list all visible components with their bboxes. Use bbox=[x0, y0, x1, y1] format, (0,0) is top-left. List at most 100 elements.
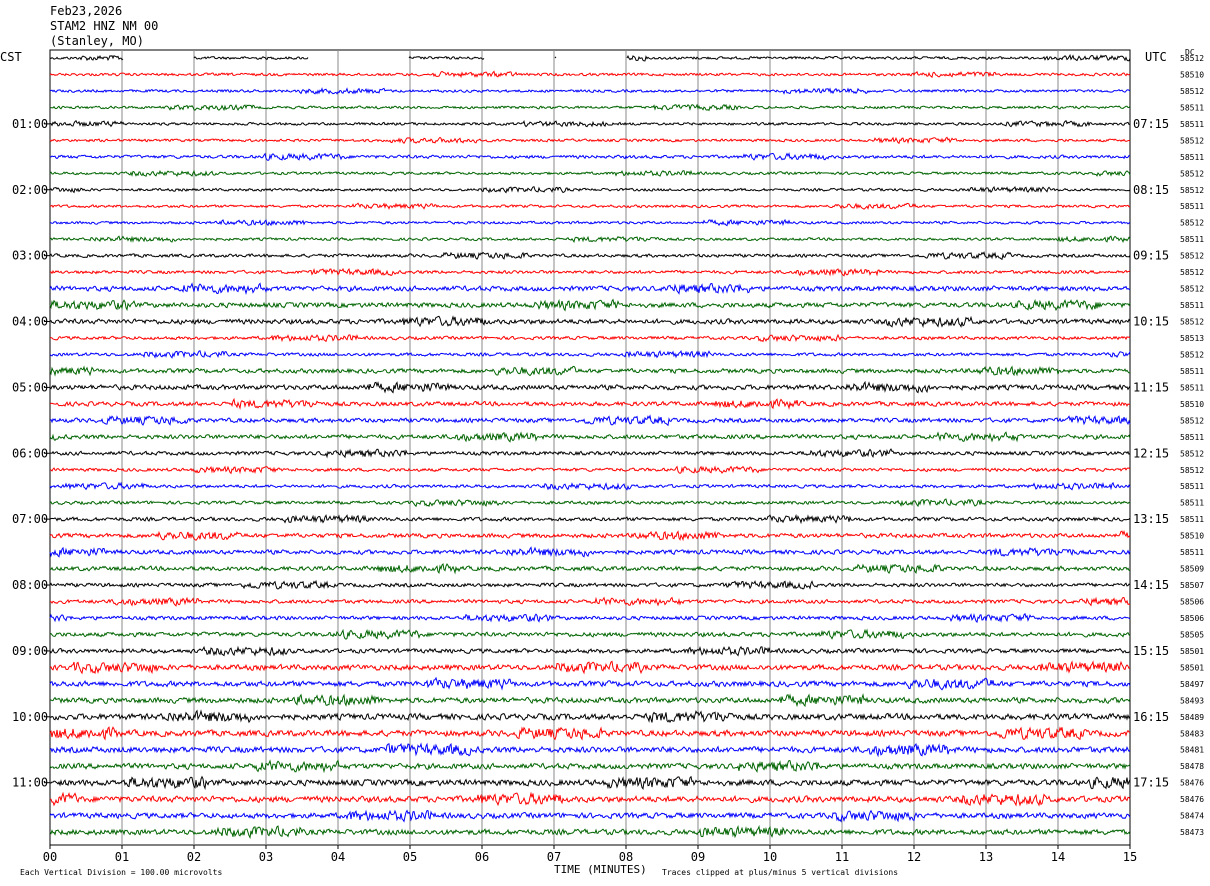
dc-offset-label: 58506 bbox=[1180, 598, 1204, 607]
x-tick-label: 03 bbox=[259, 850, 273, 864]
dc-offset-label: 58511 bbox=[1180, 301, 1204, 310]
dc-offset-label: 58512 bbox=[1180, 87, 1204, 96]
dc-offset-label: 58489 bbox=[1180, 713, 1204, 722]
dc-offset-label: 58507 bbox=[1180, 581, 1204, 590]
trace-line bbox=[49, 350, 1131, 359]
x-tick-label: 01 bbox=[115, 850, 129, 864]
left-time-label: 01:00 bbox=[12, 117, 48, 131]
trace-line bbox=[49, 397, 1131, 410]
trace-line bbox=[49, 824, 1131, 840]
dc-offset-label: 58501 bbox=[1180, 663, 1204, 672]
trace-line bbox=[49, 498, 1131, 508]
dc-offset-label: 58512 bbox=[1180, 350, 1204, 359]
scale-note: Each Vertical Division = 100.00 microvol… bbox=[20, 868, 223, 877]
trace-line bbox=[49, 529, 1131, 542]
trace-line bbox=[49, 103, 1131, 112]
trace-line bbox=[49, 87, 1131, 95]
dc-offset-label: 58501 bbox=[1180, 647, 1204, 656]
trace-line bbox=[49, 513, 1131, 525]
trace-line bbox=[49, 676, 1131, 691]
x-tick-label: 02 bbox=[187, 850, 201, 864]
x-axis-title: TIME (MINUTES) bbox=[554, 863, 647, 876]
dc-offset-label: 58483 bbox=[1180, 729, 1204, 738]
x-tick-label: 04 bbox=[331, 850, 345, 864]
trace-line bbox=[49, 775, 1131, 791]
trace-line bbox=[49, 481, 1131, 491]
trace-line bbox=[49, 546, 1131, 558]
dc-offset-label: 58511 bbox=[1180, 499, 1204, 508]
dc-offset-label: 58505 bbox=[1180, 630, 1204, 639]
header-location: (Stanley, MO) bbox=[50, 34, 144, 48]
trace-line bbox=[49, 791, 1131, 807]
trace-line bbox=[49, 660, 1131, 675]
trace-line bbox=[49, 169, 1131, 177]
right-time-label: 11:15 bbox=[1133, 380, 1169, 394]
left-time-label: 11:00 bbox=[12, 776, 48, 790]
dc-offset-label: 58478 bbox=[1180, 762, 1204, 771]
dc-offset-label: 58512 bbox=[1180, 285, 1204, 294]
trace-line bbox=[49, 645, 1131, 657]
x-tick-label: 00 bbox=[43, 850, 57, 864]
dc-offset-label: 58476 bbox=[1180, 779, 1204, 788]
dc-offset-label: 58512 bbox=[1180, 416, 1204, 425]
dc-offset-label: 58481 bbox=[1180, 746, 1204, 755]
dc-offset-label: 58512 bbox=[1180, 268, 1204, 277]
dc-offset-label: 58474 bbox=[1180, 812, 1204, 821]
dc-offset-label: 58511 bbox=[1180, 367, 1204, 376]
trace-line bbox=[49, 136, 1131, 145]
trace-line bbox=[49, 742, 1131, 758]
dc-offset-label: 58512 bbox=[1180, 252, 1204, 261]
x-tick-label: 14 bbox=[1051, 850, 1065, 864]
trace-line bbox=[49, 809, 1131, 823]
dc-offset-label: 58512 bbox=[1180, 186, 1204, 195]
trace-line bbox=[49, 709, 1131, 724]
trace-line bbox=[49, 251, 1131, 261]
trace-line bbox=[49, 562, 1131, 575]
dc-offset-label: 58511 bbox=[1180, 433, 1204, 442]
dc-offset-label: 58512 bbox=[1180, 136, 1204, 145]
x-tick-label: 05 bbox=[403, 850, 417, 864]
left-time-label: 06:00 bbox=[12, 446, 48, 460]
left-time-label: 04:00 bbox=[12, 315, 48, 329]
x-tick-label: 10 bbox=[763, 850, 777, 864]
x-tick-label: 15 bbox=[1123, 850, 1137, 864]
right-time-label: 10:15 bbox=[1133, 315, 1169, 329]
trace-line bbox=[49, 759, 1131, 774]
dc-offset-label: 58510 bbox=[1180, 532, 1204, 541]
trace-line bbox=[49, 282, 1131, 295]
left-time-label: 07:00 bbox=[12, 512, 48, 526]
left-time-label: 10:00 bbox=[12, 710, 48, 724]
x-tick-label: 07 bbox=[547, 850, 561, 864]
trace-line bbox=[50, 218, 1131, 227]
trace-line bbox=[49, 333, 1131, 343]
left-timezone-label: CST bbox=[0, 50, 22, 64]
trace-line bbox=[49, 596, 1131, 607]
trace-line bbox=[49, 579, 1131, 590]
header-date: Feb23,2026 bbox=[50, 4, 123, 18]
right-time-label: 16:15 bbox=[1133, 710, 1169, 724]
dc-offset-label: 58506 bbox=[1180, 614, 1204, 623]
right-time-label: 17:15 bbox=[1133, 776, 1169, 790]
dc-offset-label: 58513 bbox=[1180, 334, 1204, 343]
header-station: STAM2 HNZ NM 00 bbox=[50, 19, 159, 33]
trace-line bbox=[49, 315, 1131, 329]
trace-line bbox=[49, 298, 1131, 312]
x-tick-label: 12 bbox=[907, 850, 921, 864]
trace-line bbox=[49, 465, 1131, 475]
clip-note: Traces clipped at plus/minus 5 vertical … bbox=[662, 868, 899, 877]
dc-offset-label: 58512 bbox=[1180, 54, 1204, 63]
x-tick-label: 09 bbox=[691, 850, 705, 864]
trace-line bbox=[49, 152, 1131, 161]
left-time-label: 08:00 bbox=[12, 578, 48, 592]
dc-offset-label: 58512 bbox=[1180, 449, 1204, 458]
right-time-label: 07:15 bbox=[1133, 117, 1169, 131]
trace-line bbox=[49, 119, 1130, 128]
dc-offset-label: 58512 bbox=[1180, 466, 1204, 475]
x-tick-label: 08 bbox=[619, 850, 633, 864]
right-timezone-label: UTC bbox=[1145, 50, 1167, 64]
trace-line bbox=[49, 448, 1131, 459]
dc-offset-label: 58511 bbox=[1180, 515, 1204, 524]
trace-line bbox=[49, 235, 1131, 244]
trace-line bbox=[49, 380, 1131, 394]
